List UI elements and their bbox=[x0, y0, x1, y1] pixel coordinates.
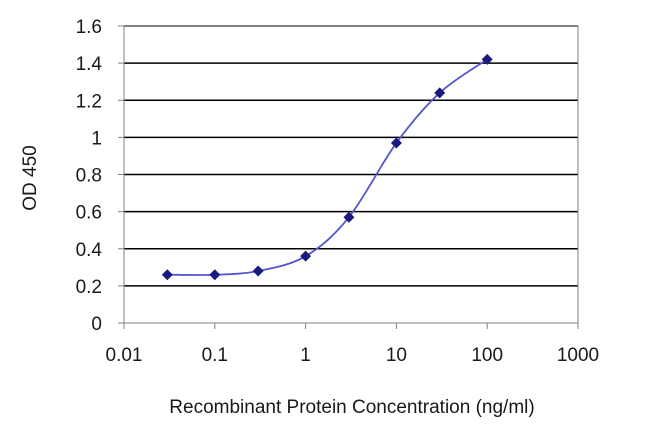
x-axis: 0.01 0.1 1 10 100 1000 bbox=[106, 322, 599, 366]
y-axis: 0 0.2 0.4 0.6 0.8 1 1.2 1.4 1.6 bbox=[76, 17, 125, 335]
x-tick-label: 0.01 bbox=[106, 345, 143, 366]
y-axis-label: OD 450 bbox=[20, 145, 41, 210]
data-point-marker bbox=[343, 211, 355, 223]
data-point-marker bbox=[390, 137, 402, 149]
y-tick-label: 1.6 bbox=[76, 17, 102, 38]
data-point-marker bbox=[209, 269, 221, 281]
y-tick-label: 0 bbox=[91, 314, 102, 335]
data-point-marker bbox=[434, 87, 446, 99]
x-tick-label: 1 bbox=[300, 345, 311, 366]
y-tick-label: 1.2 bbox=[76, 91, 102, 112]
grid-lines bbox=[124, 25, 578, 287]
data-point-marker bbox=[481, 53, 493, 65]
y-tick-label: 0.2 bbox=[76, 277, 102, 298]
data-point-marker bbox=[252, 265, 264, 277]
series-line bbox=[167, 58, 488, 276]
x-tick-label: 100 bbox=[471, 345, 503, 366]
x-axis-label: Recombinant Protein Concentration (ng/ml… bbox=[169, 397, 534, 418]
x-tick-label: 10 bbox=[386, 345, 407, 366]
x-tick-label: 0.1 bbox=[202, 345, 228, 366]
x-tick-label: 1000 bbox=[557, 345, 599, 366]
y-tick-label: 1 bbox=[91, 128, 102, 149]
y-tick-label: 1.4 bbox=[76, 54, 103, 75]
y-tick-label: 0.4 bbox=[76, 240, 103, 261]
data-point-marker bbox=[161, 269, 173, 281]
y-tick-label: 0.8 bbox=[76, 166, 102, 187]
series-layer bbox=[161, 53, 493, 281]
data-point-marker bbox=[300, 250, 312, 262]
y-tick-label: 0.6 bbox=[76, 203, 102, 224]
